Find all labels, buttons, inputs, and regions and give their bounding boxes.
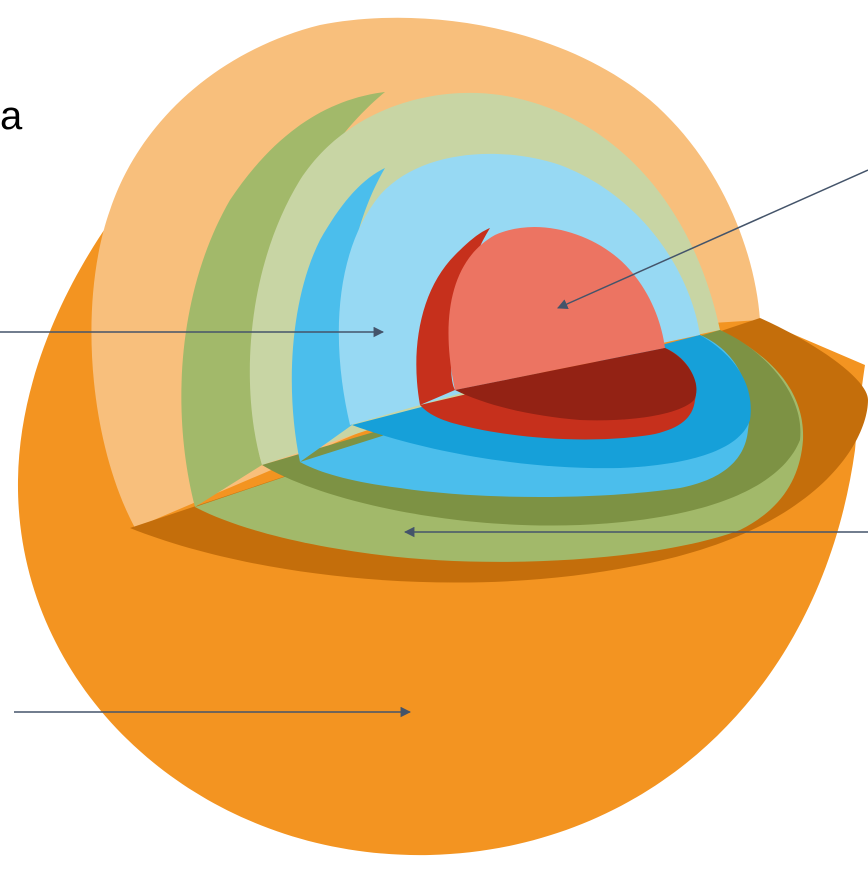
outer-core-wall [291, 168, 385, 462]
pointer-arrow-inner-core [557, 169, 868, 309]
inner-core-cut-face [448, 227, 665, 390]
mantle-wall [181, 92, 385, 507]
cut-off-label-fragment: a [0, 94, 23, 138]
inner-core-floor-shadow [455, 348, 697, 421]
